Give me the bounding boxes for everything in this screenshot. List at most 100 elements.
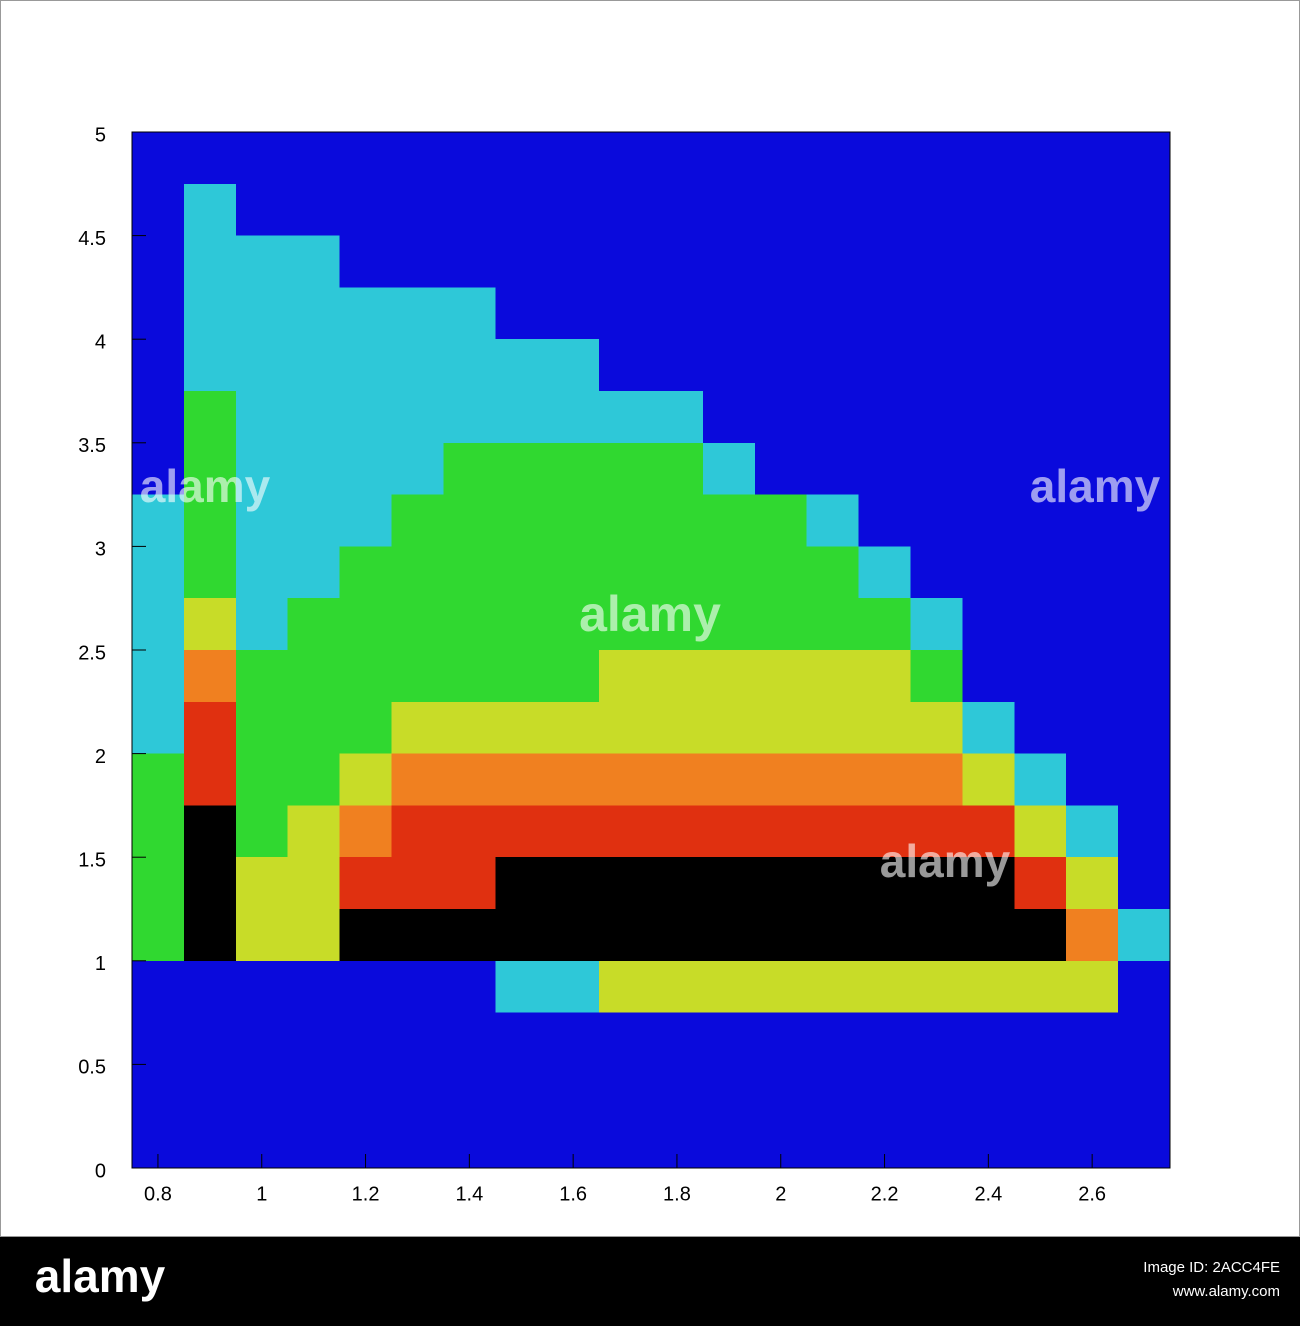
heatmap-cell	[806, 909, 859, 961]
heatmap-cell	[1118, 753, 1170, 806]
heatmap-cell	[702, 1116, 755, 1168]
heatmap-cell	[754, 494, 807, 547]
heatmap-cell	[547, 805, 600, 858]
heatmap-cell	[754, 857, 807, 909]
heatmap-cell	[702, 650, 755, 702]
heatmap-cell	[1118, 287, 1170, 340]
heatmap-cell	[443, 701, 496, 754]
heatmap-cell	[651, 650, 703, 702]
heatmap-cell	[754, 235, 807, 288]
heatmap-cell	[1066, 701, 1119, 754]
heatmap-cell	[1066, 805, 1119, 858]
heatmap-cell	[339, 857, 392, 909]
heatmap-cell	[183, 339, 236, 391]
heatmap-cell	[1118, 235, 1170, 288]
heatmap-cell	[339, 391, 392, 443]
heatmap-cell	[391, 960, 444, 1013]
footer-bar	[0, 1237, 1300, 1326]
heatmap-cell	[132, 1064, 184, 1117]
heatmap-cell	[235, 909, 288, 961]
heatmap-cell	[599, 650, 651, 702]
heatmap-cell	[858, 442, 911, 495]
heatmap-cell	[858, 391, 911, 443]
y-tick-label: 1.5	[78, 849, 106, 871]
heatmap-cell	[132, 909, 184, 961]
heatmap-cell	[183, 650, 236, 702]
heatmap-cell	[547, 287, 600, 340]
heatmap-cell	[547, 857, 600, 909]
heatmap-cell	[1118, 494, 1170, 547]
heatmap-cell	[702, 339, 755, 391]
heatmap-cell	[339, 235, 392, 288]
heatmap-cell	[235, 235, 288, 288]
heatmap-cell	[1014, 598, 1067, 650]
heatmap-cell	[547, 546, 600, 599]
heatmap-cell	[495, 391, 548, 443]
heatmap-cell	[495, 650, 548, 702]
heatmap-cell	[1014, 235, 1067, 288]
heatmap-cell	[1118, 909, 1170, 961]
heatmap-cell	[702, 598, 755, 650]
heatmap-cell	[132, 287, 184, 340]
heatmap-cell	[910, 1116, 963, 1168]
heatmap-cell	[651, 805, 703, 858]
heatmap-cell	[806, 1012, 859, 1065]
heatmap-cell	[910, 805, 963, 858]
heatmap-cell	[547, 753, 600, 806]
heatmap-cell	[132, 391, 184, 443]
heatmap-cell	[443, 494, 496, 547]
heatmap-cell	[183, 1012, 236, 1065]
heatmap-cell	[1066, 598, 1119, 650]
heatmap-cell	[183, 805, 236, 858]
heatmap-cell	[651, 857, 703, 909]
footer-image-id: Image ID: 2ACC4FE	[1143, 1259, 1280, 1276]
x-tick-label: 2.2	[871, 1183, 899, 1205]
heatmap-cell	[962, 960, 1015, 1013]
heatmap-cell	[910, 339, 963, 391]
heatmap-cell	[287, 1064, 340, 1117]
x-tick-label: 1.4	[455, 1183, 483, 1205]
y-tick-label: 2.5	[78, 642, 106, 664]
heatmap-cell	[132, 701, 184, 754]
heatmap-cell	[443, 287, 496, 340]
heatmap-cell	[1066, 909, 1119, 961]
heatmap-cell	[910, 909, 963, 961]
heatmap-cell	[651, 183, 703, 236]
heatmap-cell	[183, 546, 236, 599]
heatmap-cell	[702, 442, 755, 495]
heatmap-cell	[339, 650, 392, 702]
heatmap-cell	[806, 183, 859, 236]
heatmap-cell	[235, 132, 288, 184]
heatmap-cell	[1066, 391, 1119, 443]
heatmap-cell	[443, 805, 496, 858]
heatmap-cell	[599, 494, 651, 547]
heatmap-cell	[599, 546, 651, 599]
heatmap-cell	[391, 805, 444, 858]
heatmap-cell	[599, 235, 651, 288]
heatmap-cell	[910, 183, 963, 236]
heatmap-cell	[910, 701, 963, 754]
plot-border	[131, 131, 1171, 1169]
heatmap-cell	[132, 132, 184, 184]
y-tick-label: 1	[95, 953, 106, 975]
heatmap-cell	[1118, 339, 1170, 391]
heatmap-cell	[547, 1012, 600, 1065]
heatmap-cell	[339, 1064, 392, 1117]
heatmap-cell	[287, 391, 340, 443]
heatmap-cell	[495, 598, 548, 650]
heatmap-cell	[183, 494, 236, 547]
heatmap-cell	[495, 1012, 548, 1065]
heatmap-cell	[702, 701, 755, 754]
heatmap-cell	[651, 546, 703, 599]
heatmap-cell	[651, 287, 703, 340]
heatmap-cell	[339, 287, 392, 340]
heatmap-cell	[754, 1012, 807, 1065]
heatmap-cell	[1014, 805, 1067, 858]
x-tick-label: 0.8	[144, 1183, 172, 1205]
heatmap-cell	[806, 339, 859, 391]
heatmap-cell	[287, 183, 340, 236]
heatmap-cell	[962, 132, 1015, 184]
heatmap-cell	[702, 909, 755, 961]
heatmap-cell	[702, 183, 755, 236]
heatmap-cell	[391, 287, 444, 340]
